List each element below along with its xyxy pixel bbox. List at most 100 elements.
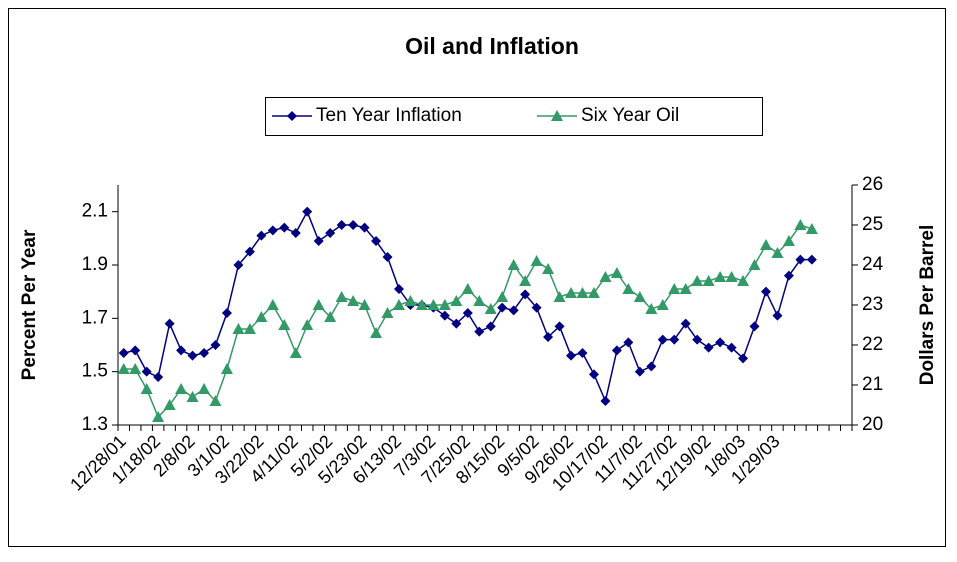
triangle-marker [186, 391, 199, 402]
triangle-marker [587, 287, 600, 298]
triangle-marker [427, 299, 440, 310]
diamond-marker [600, 396, 611, 406]
triangle-marker [163, 399, 176, 410]
diamond-marker [130, 345, 141, 356]
diamond-marker [508, 305, 519, 316]
diamond-marker [715, 337, 726, 348]
diamond-marker [290, 228, 301, 238]
triangle-marker [496, 291, 509, 302]
legend-box [265, 97, 763, 136]
triangle-marker [473, 295, 486, 306]
diamond-marker [726, 342, 737, 353]
triangle-marker [633, 291, 646, 302]
triangle-marker [782, 235, 795, 246]
y2-tick-label: 26 [862, 174, 883, 195]
diamond-marker [210, 340, 221, 350]
diamond-marker [313, 236, 324, 246]
triangle-marker [714, 271, 727, 282]
triangle-marker [484, 303, 497, 314]
legend-label: Ten Year Inflation [316, 105, 462, 126]
diamond-marker [554, 321, 565, 332]
diamond-marker [187, 350, 198, 361]
triangle-marker [748, 259, 761, 270]
y2-tick-label: 23 [862, 294, 883, 315]
triangle-marker [381, 307, 394, 318]
diamond-marker [302, 206, 313, 217]
diamond-marker [657, 334, 668, 345]
diamond-marker [646, 361, 657, 372]
diamond-marker [325, 228, 336, 238]
triangle-marker [129, 363, 142, 374]
diamond-marker [485, 321, 496, 332]
diamond-marker [244, 246, 255, 257]
diamond-marker [393, 284, 404, 294]
triangle-marker [542, 263, 555, 274]
diamond-marker [153, 372, 164, 382]
diamond-marker [783, 270, 794, 281]
y2-axis-label: Dollars Per Barrel [917, 225, 938, 386]
diamond-marker [118, 348, 129, 358]
triangle-marker [702, 275, 715, 286]
triangle-marker [232, 323, 245, 334]
diamond-marker [199, 348, 210, 358]
diamond-marker [692, 334, 703, 345]
diamond-marker [577, 348, 588, 358]
triangle-marker [370, 327, 383, 338]
diamond-marker [543, 332, 554, 342]
y2-tick-label: 21 [862, 374, 883, 395]
triangle-marker [392, 299, 405, 310]
triangle-marker [771, 247, 784, 258]
diamond-marker [336, 220, 347, 230]
triangle-marker [335, 291, 348, 302]
triangle-marker [175, 383, 188, 394]
triangle-marker [358, 299, 371, 310]
triangle-marker [565, 287, 578, 298]
triangle-marker [725, 271, 738, 282]
diamond-marker [588, 369, 599, 380]
triangle-marker [266, 299, 279, 310]
y2-tick-label: 20 [862, 414, 883, 435]
diamond-marker [256, 230, 267, 241]
triangle-marker [404, 295, 417, 306]
diamond-marker [611, 345, 622, 356]
diamond-marker [287, 111, 297, 121]
diamond-marker [669, 334, 680, 345]
triangle-marker [278, 319, 291, 330]
diamond-marker [623, 337, 634, 348]
diamond-marker [462, 308, 473, 318]
y2-tick-label: 22 [862, 334, 883, 355]
diamond-marker [520, 289, 531, 300]
triangle-marker [152, 411, 165, 422]
triangle-marker [312, 299, 325, 310]
triangle-marker [507, 259, 520, 270]
diamond-marker [141, 366, 152, 377]
diamond-marker [738, 353, 749, 364]
diamond-marker [795, 254, 806, 265]
y-axis-label: Percent Per Year [19, 229, 40, 380]
triangle-marker [324, 311, 337, 322]
legend-label: Six Year Oil [581, 105, 679, 126]
diamond-marker [531, 302, 542, 313]
triangle-marker [553, 291, 566, 302]
y-tick-label: 1.3 [82, 414, 108, 435]
diamond-marker [806, 254, 817, 265]
triangle-marker [415, 299, 428, 310]
y-tick-label: 1.9 [82, 254, 108, 275]
triangle-marker [289, 347, 302, 358]
triangle-marker [645, 303, 658, 314]
diamond-marker [474, 326, 485, 337]
triangle-marker [551, 110, 563, 121]
y-tick-label: 1.7 [82, 307, 108, 328]
diamond-marker [497, 302, 508, 313]
diamond-marker [371, 236, 382, 246]
diamond-marker [634, 366, 645, 377]
triangle-marker [255, 311, 268, 322]
diamond-marker [749, 321, 760, 332]
triangle-marker [610, 267, 623, 278]
diamond-marker [772, 310, 783, 321]
diamond-marker [233, 260, 244, 270]
chart-title: Oil and Inflation [405, 33, 579, 59]
diamond-marker [176, 345, 187, 356]
diamond-marker [164, 318, 175, 329]
y2-tick-label: 25 [862, 214, 883, 235]
